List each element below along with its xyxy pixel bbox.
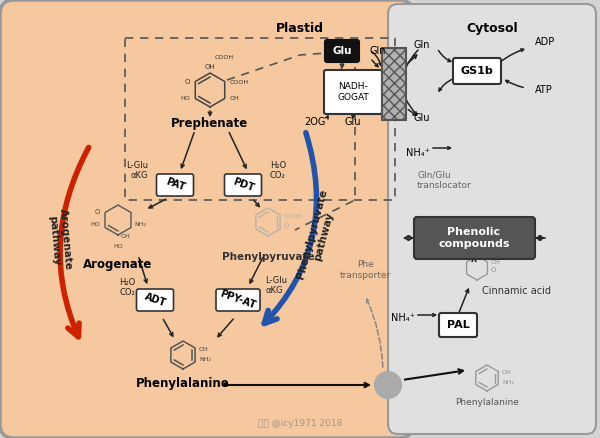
FancyArrowPatch shape bbox=[501, 49, 524, 61]
Text: HO: HO bbox=[113, 244, 123, 249]
Text: Phe
transporter: Phe transporter bbox=[340, 260, 391, 280]
FancyArrowPatch shape bbox=[149, 199, 166, 208]
FancyBboxPatch shape bbox=[224, 174, 262, 196]
FancyBboxPatch shape bbox=[0, 0, 413, 438]
Text: H₂O: H₂O bbox=[119, 278, 135, 287]
FancyArrowPatch shape bbox=[418, 314, 436, 316]
FancyArrowPatch shape bbox=[372, 60, 378, 67]
Text: OH: OH bbox=[199, 347, 209, 352]
Text: NH₂: NH₂ bbox=[134, 222, 146, 227]
FancyArrowPatch shape bbox=[472, 258, 476, 261]
FancyArrowPatch shape bbox=[218, 319, 233, 337]
Text: PDT: PDT bbox=[231, 177, 255, 194]
FancyArrowPatch shape bbox=[367, 299, 383, 367]
FancyBboxPatch shape bbox=[414, 217, 535, 259]
FancyArrowPatch shape bbox=[352, 114, 355, 117]
FancyArrowPatch shape bbox=[337, 63, 342, 110]
Text: Gln: Gln bbox=[370, 46, 386, 56]
FancyArrowPatch shape bbox=[181, 133, 194, 168]
FancyArrowPatch shape bbox=[439, 79, 452, 91]
Text: PAT: PAT bbox=[164, 177, 186, 193]
Text: NH₄⁺: NH₄⁺ bbox=[406, 148, 430, 158]
Text: Cinnamic acid: Cinnamic acid bbox=[482, 286, 551, 296]
FancyArrowPatch shape bbox=[250, 258, 263, 283]
FancyBboxPatch shape bbox=[157, 174, 193, 196]
Text: NH₂: NH₂ bbox=[502, 380, 514, 385]
Text: 知乎 @icy1971 2018: 知乎 @icy1971 2018 bbox=[258, 419, 342, 428]
Text: CO₂: CO₂ bbox=[119, 288, 135, 297]
FancyArrowPatch shape bbox=[405, 369, 463, 380]
Text: Arogenate: Arogenate bbox=[83, 258, 152, 271]
FancyBboxPatch shape bbox=[388, 4, 596, 434]
Text: NH₄⁺: NH₄⁺ bbox=[391, 313, 415, 323]
FancyArrowPatch shape bbox=[163, 319, 173, 336]
Text: Prephenate: Prephenate bbox=[172, 117, 248, 130]
Text: O: O bbox=[95, 209, 100, 215]
Text: L-Glu: L-Glu bbox=[126, 161, 148, 170]
Text: OH: OH bbox=[491, 260, 501, 265]
Text: PPY-AT: PPY-AT bbox=[219, 289, 257, 311]
Text: Arogenate
pathway: Arogenate pathway bbox=[47, 208, 73, 272]
Text: Phenolic
compounds: Phenolic compounds bbox=[438, 227, 510, 249]
Text: αKG: αKG bbox=[265, 286, 283, 295]
Text: COOH: COOH bbox=[284, 214, 303, 219]
FancyArrowPatch shape bbox=[139, 258, 147, 283]
Text: Phenylalanine: Phenylalanine bbox=[136, 377, 230, 390]
FancyArrowPatch shape bbox=[229, 133, 246, 168]
Text: NADH-
GOGAT: NADH- GOGAT bbox=[337, 82, 369, 102]
Text: O: O bbox=[284, 223, 289, 229]
FancyArrowPatch shape bbox=[408, 55, 417, 63]
Text: ADT: ADT bbox=[143, 292, 167, 308]
Text: Gln/Glu
translocator: Gln/Glu translocator bbox=[417, 170, 472, 190]
FancyBboxPatch shape bbox=[137, 289, 173, 311]
FancyArrowPatch shape bbox=[372, 52, 382, 66]
FancyArrowPatch shape bbox=[208, 111, 212, 116]
Text: OH: OH bbox=[230, 95, 240, 100]
FancyArrowPatch shape bbox=[326, 116, 328, 119]
FancyArrowPatch shape bbox=[404, 236, 413, 240]
Text: OH: OH bbox=[502, 370, 512, 375]
Text: COOH: COOH bbox=[230, 80, 249, 85]
Text: 2OG: 2OG bbox=[305, 117, 326, 127]
FancyArrowPatch shape bbox=[433, 147, 451, 149]
Text: Phenylalanine: Phenylalanine bbox=[455, 398, 519, 407]
Text: ATP: ATP bbox=[535, 85, 553, 95]
Text: Phenylpyruvate: Phenylpyruvate bbox=[221, 252, 314, 262]
FancyBboxPatch shape bbox=[216, 289, 260, 311]
FancyBboxPatch shape bbox=[439, 313, 477, 337]
FancyArrowPatch shape bbox=[402, 50, 418, 115]
Text: NH₂: NH₂ bbox=[199, 357, 211, 362]
FancyArrowPatch shape bbox=[536, 236, 545, 240]
Text: H₂O: H₂O bbox=[270, 161, 286, 170]
FancyArrowPatch shape bbox=[340, 63, 344, 67]
Text: OH: OH bbox=[205, 64, 215, 70]
FancyBboxPatch shape bbox=[382, 48, 406, 120]
FancyBboxPatch shape bbox=[453, 58, 501, 84]
FancyArrowPatch shape bbox=[254, 200, 259, 207]
Text: Plastid: Plastid bbox=[276, 22, 324, 35]
FancyArrowPatch shape bbox=[472, 225, 476, 253]
Text: OH: OH bbox=[121, 234, 131, 239]
FancyArrowPatch shape bbox=[369, 94, 376, 96]
FancyArrowPatch shape bbox=[506, 81, 523, 88]
Text: O: O bbox=[491, 267, 496, 273]
Text: αKG: αKG bbox=[131, 171, 148, 180]
Text: HO: HO bbox=[90, 222, 100, 227]
Text: PAL: PAL bbox=[446, 320, 469, 330]
Text: Glu: Glu bbox=[345, 117, 361, 127]
Text: Cytosol: Cytosol bbox=[466, 22, 518, 35]
FancyArrowPatch shape bbox=[223, 383, 369, 387]
Text: O: O bbox=[185, 79, 190, 85]
FancyArrowPatch shape bbox=[459, 289, 469, 312]
Text: Gln: Gln bbox=[413, 40, 430, 50]
FancyBboxPatch shape bbox=[324, 70, 382, 114]
Text: CO₂: CO₂ bbox=[270, 171, 286, 180]
Text: GS1b: GS1b bbox=[461, 66, 493, 76]
Text: ADP: ADP bbox=[535, 37, 555, 47]
FancyBboxPatch shape bbox=[325, 40, 359, 62]
Text: COOH: COOH bbox=[215, 55, 234, 60]
FancyArrowPatch shape bbox=[408, 110, 416, 115]
Text: Glu: Glu bbox=[413, 113, 430, 123]
Text: Glu: Glu bbox=[332, 46, 352, 56]
